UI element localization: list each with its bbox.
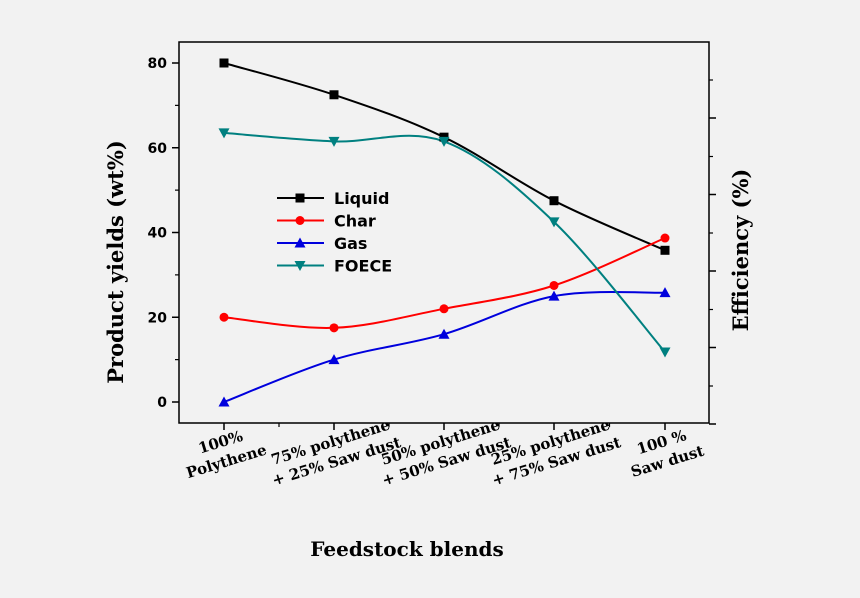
y-tick-label: 80 bbox=[148, 56, 168, 72]
plot-area-frame bbox=[178, 41, 710, 424]
data-point-liquid bbox=[219, 58, 229, 68]
x-category-label: 100 %Saw dust bbox=[623, 423, 706, 481]
x-axis-title: Feedstock blends bbox=[310, 537, 503, 561]
data-point-gas bbox=[548, 290, 560, 301]
y-tick-label: 40 bbox=[148, 226, 168, 242]
data-point-gas bbox=[218, 396, 230, 407]
data-point-char bbox=[439, 304, 449, 314]
legend-label-foece: FOECE bbox=[334, 257, 392, 276]
y-axis-title: Product yields (wt%) bbox=[103, 140, 128, 384]
series-line-char bbox=[223, 237, 666, 329]
data-point-liquid bbox=[329, 90, 339, 100]
legend-marker-liquid bbox=[295, 193, 305, 203]
series-markers bbox=[218, 58, 671, 407]
series-curves bbox=[223, 62, 666, 403]
legend: Liquid Char Gas FOECE bbox=[277, 189, 392, 276]
series-line-foece bbox=[223, 131, 666, 353]
right-axis-title: Efficiency (%) bbox=[728, 169, 753, 332]
legend-marker-foece bbox=[294, 261, 306, 271]
right-axis-ticks bbox=[709, 79, 716, 425]
y-tick-label: 60 bbox=[148, 141, 168, 157]
data-point-foece bbox=[438, 136, 450, 147]
data-point-foece bbox=[548, 217, 560, 228]
y-tick-label: 0 bbox=[157, 395, 167, 411]
series-line-liquid bbox=[223, 62, 666, 252]
data-point-foece bbox=[659, 347, 671, 358]
legend-label-gas: Gas bbox=[334, 234, 367, 253]
y-tick-label: 20 bbox=[148, 310, 168, 326]
legend-label-char: Char bbox=[334, 212, 376, 231]
data-point-char bbox=[219, 312, 229, 322]
data-point-foece bbox=[328, 136, 340, 147]
x-axis-ticks bbox=[223, 423, 666, 430]
legend-marker-gas bbox=[294, 237, 306, 248]
data-point-char bbox=[549, 280, 559, 290]
legend-marker-char bbox=[295, 216, 305, 225]
data-point-liquid bbox=[549, 196, 559, 206]
x-category-label: 100%Polythene bbox=[178, 421, 269, 482]
legend-label-liquid: Liquid bbox=[334, 189, 389, 208]
data-point-liquid bbox=[660, 245, 670, 255]
y-axis-ticks: 0 20 40 60 80 bbox=[148, 56, 179, 411]
data-point-gas bbox=[328, 354, 340, 365]
data-point-char bbox=[329, 323, 339, 333]
data-point-char bbox=[660, 233, 670, 243]
x-category-labels: 100%Polythene 75% polythene+ 25% Saw dust… bbox=[178, 416, 706, 490]
data-point-foece bbox=[218, 128, 230, 139]
data-point-gas bbox=[659, 287, 671, 298]
data-point-gas bbox=[438, 328, 450, 339]
